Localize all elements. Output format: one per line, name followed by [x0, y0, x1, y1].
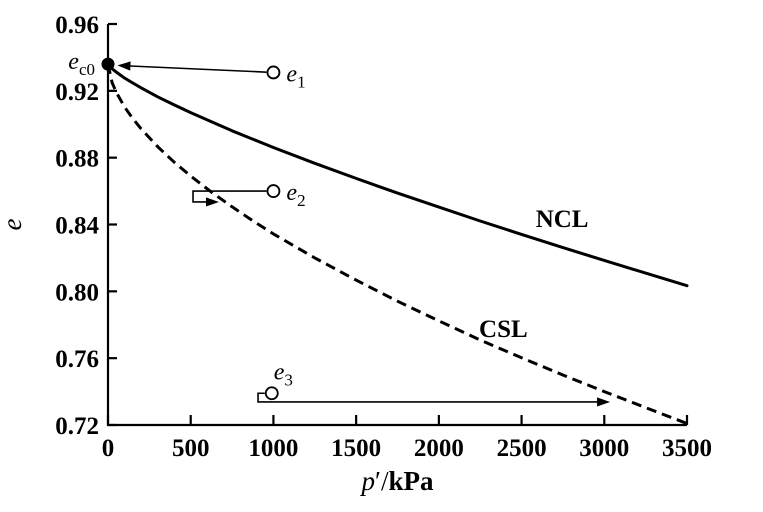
- e1-arrow-line: [127, 65, 267, 73]
- x-tick-label: 1000: [248, 435, 298, 462]
- e2-arrow-line: [192, 190, 267, 203]
- ec0-label: ec0: [68, 49, 95, 79]
- y-tick-label: 0.76: [55, 346, 99, 373]
- axes: [106, 24, 687, 427]
- y-tick-label: 0.88: [55, 146, 99, 173]
- x-tick-label: 500: [172, 435, 210, 462]
- e3-arrowhead: [597, 397, 611, 407]
- x-tick-label: 2000: [414, 435, 464, 462]
- csl-curve: [106, 63, 688, 425]
- csl-curve-label: CSL: [479, 316, 528, 343]
- x-tick-label: 3000: [579, 435, 629, 462]
- e1-arrowhead: [117, 61, 131, 71]
- e2-arrowhead: [206, 197, 220, 207]
- x-axis-label: p′/kPa: [360, 466, 434, 496]
- e1-marker: [266, 65, 281, 80]
- e1-label: e1: [286, 61, 305, 91]
- x-tick-label: 3500: [662, 435, 712, 462]
- x-tick-label: 2500: [497, 435, 547, 462]
- e3-label: e3: [274, 359, 293, 389]
- y-tick-label: 0.84: [55, 213, 99, 240]
- e2-marker: [266, 184, 281, 198]
- x-tick-label: 1500: [331, 435, 381, 462]
- ncl-curve: [106, 62, 689, 288]
- ec0-marker: [101, 57, 115, 71]
- y-tick-label: 0.92: [55, 79, 99, 106]
- y-tick-label: 0.72: [55, 413, 99, 440]
- e3-marker: [264, 386, 279, 401]
- y-tick-label: 0.96: [55, 12, 99, 39]
- e3-arrow-line: [257, 392, 601, 403]
- x-tick-label: 0: [102, 435, 115, 462]
- y-axis-label: e: [0, 218, 27, 230]
- ncl-curve-label: NCL: [536, 206, 589, 233]
- y-tick-label: 0.80: [55, 279, 99, 306]
- e2-label: e2: [286, 180, 305, 210]
